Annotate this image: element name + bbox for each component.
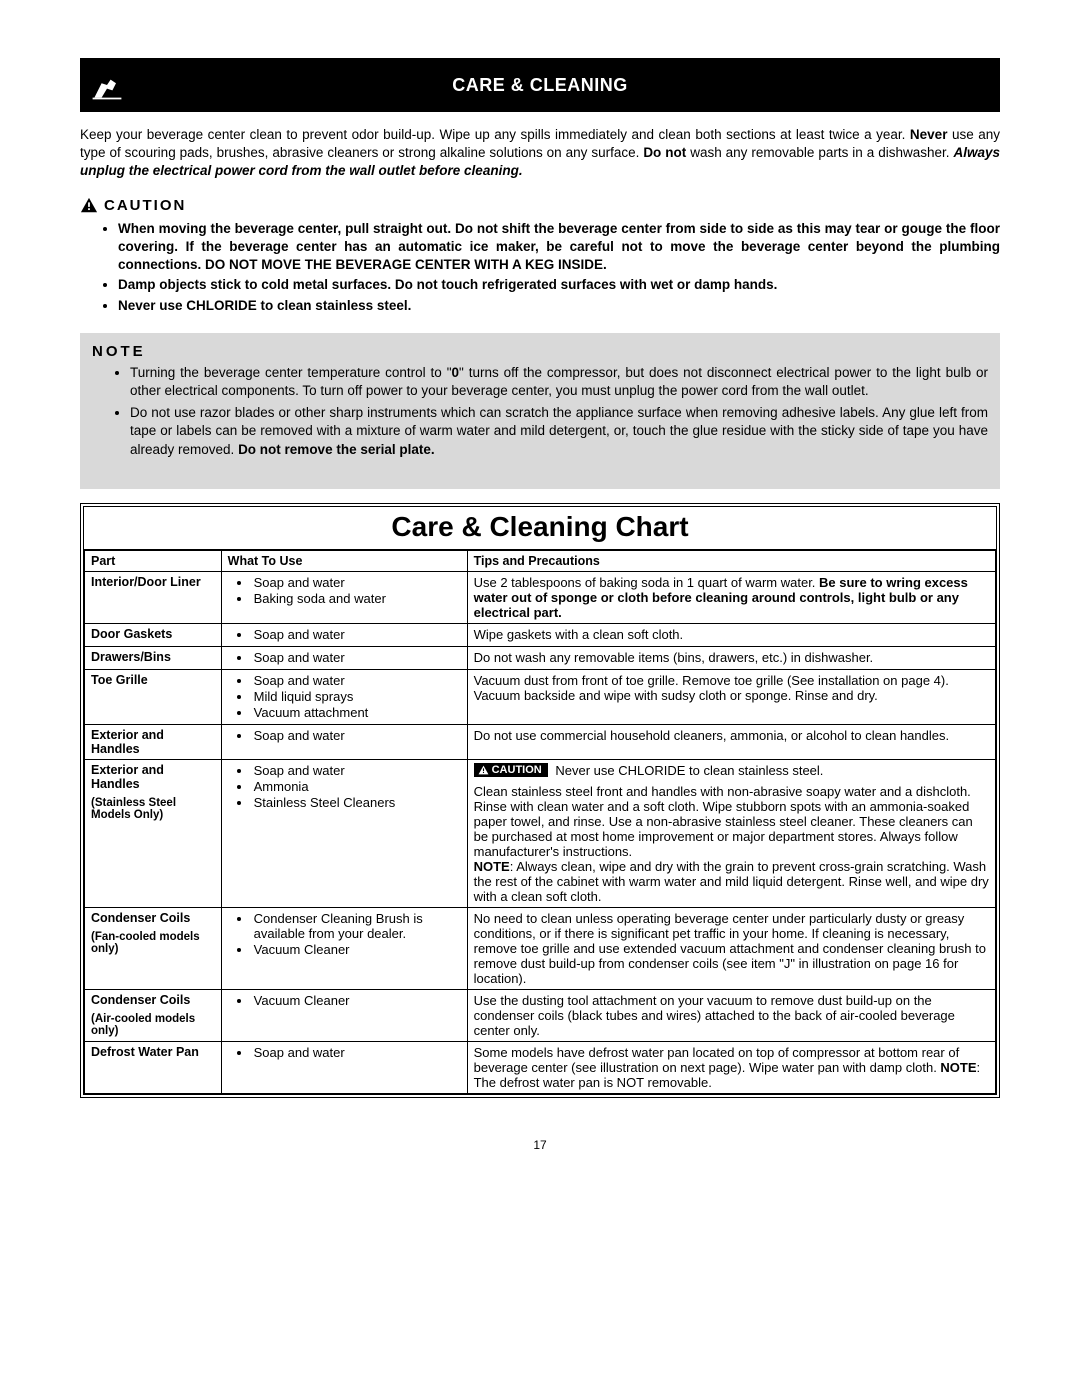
chart-title: Care & Cleaning Chart (84, 507, 996, 551)
tips-cell: Use the dusting tool attachment on your … (467, 989, 995, 1041)
table-row: Door Gaskets Soap and water Wipe gaskets… (85, 623, 996, 646)
part-cell: Defrost Water Pan (85, 1041, 222, 1093)
note-item: Do not use razor blades or other sharp i… (130, 404, 988, 459)
what-item: Baking soda and water (252, 591, 461, 606)
what-item: Soap and water (252, 627, 461, 642)
table-row: Condenser Coils (Air-cooled models only)… (85, 989, 996, 1041)
col-part-header: Part (85, 551, 222, 572)
table-row: Condenser Coils (Fan-cooled models only)… (85, 907, 996, 989)
intro-text: Keep your beverage center clean to preve… (80, 127, 910, 142)
warning-icon (80, 197, 98, 213)
note-list: Turning the beverage center temperature … (92, 364, 988, 459)
what-item: Ammonia (252, 779, 461, 794)
note-item: Turning the beverage center temperature … (130, 364, 988, 400)
part-cell: Interior/Door Liner (85, 571, 222, 623)
page-number: 17 (80, 1138, 1000, 1152)
what-cell: Soap and water Mild liquid sprays Vacuum… (221, 669, 467, 724)
table-row: Defrost Water Pan Soap and water Some mo… (85, 1041, 996, 1093)
caution-item: When moving the beverage center, pull st… (118, 220, 1000, 275)
cleaning-chart: Care & Cleaning Chart Part What To Use T… (80, 503, 1000, 1098)
tips-cell: Use 2 tablespoons of baking soda in 1 qu… (467, 571, 995, 623)
intro-paragraph: Keep your beverage center clean to preve… (80, 126, 1000, 181)
section-header: CARE & CLEANING (80, 58, 1000, 112)
tips-cell: Some models have defrost water pan locat… (467, 1041, 995, 1093)
part-cell: Condenser Coils (Air-cooled models only) (85, 989, 222, 1041)
tips-cell: Do not use commercial household cleaners… (467, 724, 995, 759)
table-row: Exterior and Handles Soap and water Do n… (85, 724, 996, 759)
tips-cell: Wipe gaskets with a clean soft cloth. (467, 623, 995, 646)
section-title: CARE & CLEANING (134, 75, 1000, 96)
caution-header: CAUTION (80, 197, 1000, 214)
table-row: Exterior and Handles (Stainless Steel Mo… (85, 759, 996, 907)
what-cell: Soap and water (221, 724, 467, 759)
tips-cell: Do not wash any removable items (bins, d… (467, 646, 995, 669)
table-row: Toe Grille Soap and water Mild liquid sp… (85, 669, 996, 724)
caution-label: CAUTION (104, 197, 186, 214)
what-item: Soap and water (252, 650, 461, 665)
what-item: Vacuum Cleaner (252, 942, 461, 957)
table-row: Drawers/Bins Soap and water Do not wash … (85, 646, 996, 669)
caution-item: Never use CHLORIDE to clean stainless st… (118, 297, 1000, 315)
what-item: Condenser Cleaning Brush is available fr… (252, 911, 461, 941)
part-cell: Door Gaskets (85, 623, 222, 646)
part-cell: Drawers/Bins (85, 646, 222, 669)
what-cell: Soap and water Baking soda and water (221, 571, 467, 623)
col-what-header: What To Use (221, 551, 467, 572)
intro-donot: Do not (643, 145, 686, 160)
table-row: Interior/Door Liner Soap and water Bakin… (85, 571, 996, 623)
table-header-row: Part What To Use Tips and Precautions (85, 551, 996, 572)
what-item: Soap and water (252, 673, 461, 688)
what-item: Vacuum attachment (252, 705, 461, 720)
tips-cell: CAUTION Never use CHLORIDE to clean stai… (467, 759, 995, 907)
caution-list: When moving the beverage center, pull st… (80, 220, 1000, 315)
what-cell: Soap and water (221, 1041, 467, 1093)
col-tips-header: Tips and Precautions (467, 551, 995, 572)
what-cell: Soap and water Ammonia Stainless Steel C… (221, 759, 467, 907)
what-item: Soap and water (252, 575, 461, 590)
hand-wipe-icon (89, 67, 125, 103)
note-box: NOTE Turning the beverage center tempera… (80, 333, 1000, 489)
chart-table: Part What To Use Tips and Precautions In… (84, 551, 996, 1094)
what-item: Soap and water (252, 728, 461, 743)
what-cell: Soap and water (221, 646, 467, 669)
intro-text: wash any removable parts in a dishwasher… (686, 145, 953, 160)
inline-caution-badge: CAUTION (474, 763, 548, 777)
what-item: Stainless Steel Cleaners (252, 795, 461, 810)
part-cell: Exterior and Handles (85, 724, 222, 759)
intro-never: Never (910, 127, 948, 142)
warning-icon (478, 765, 489, 775)
part-cell: Exterior and Handles (Stainless Steel Mo… (85, 759, 222, 907)
what-cell: Condenser Cleaning Brush is available fr… (221, 907, 467, 989)
what-cell: Vacuum Cleaner (221, 989, 467, 1041)
cleaning-icon (80, 58, 134, 112)
what-item: Mild liquid sprays (252, 689, 461, 704)
what-item: Soap and water (252, 1045, 461, 1060)
part-cell: Condenser Coils (Fan-cooled models only) (85, 907, 222, 989)
caution-item: Damp objects stick to cold metal surface… (118, 276, 1000, 294)
what-cell: Soap and water (221, 623, 467, 646)
what-item: Soap and water (252, 763, 461, 778)
note-label: NOTE (92, 343, 988, 360)
what-item: Vacuum Cleaner (252, 993, 461, 1008)
part-cell: Toe Grille (85, 669, 222, 724)
tips-cell: No need to clean unless operating bevera… (467, 907, 995, 989)
tips-cell: Vacuum dust from front of toe grille. Re… (467, 669, 995, 724)
